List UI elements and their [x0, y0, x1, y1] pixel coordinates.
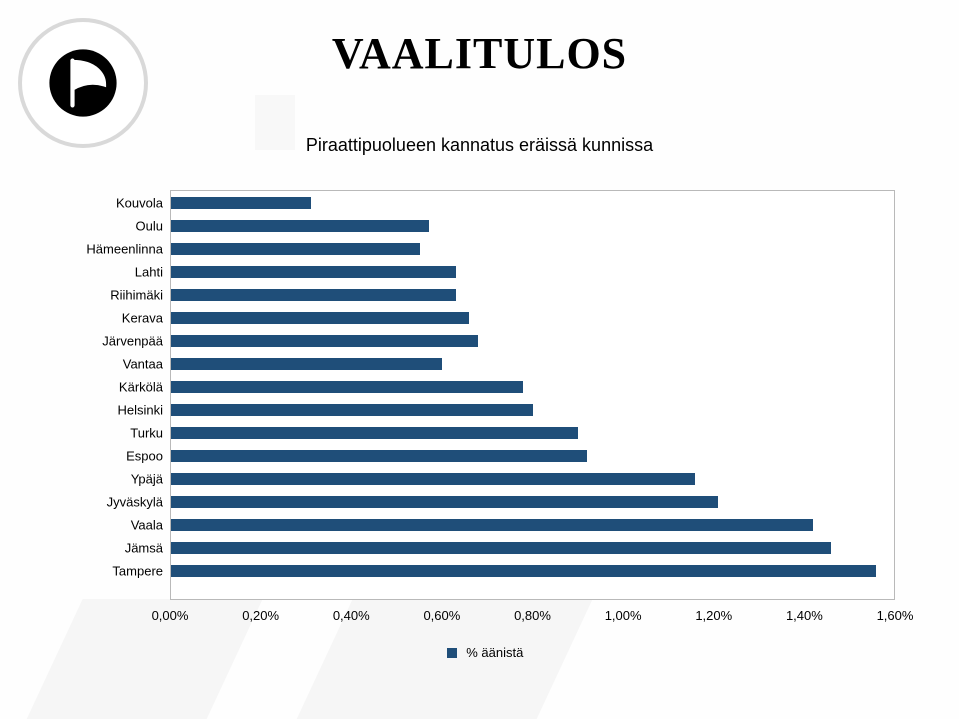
x-tick-label: 0,80%: [514, 608, 551, 623]
category-label: Ypäjä: [51, 472, 163, 487]
bar: [171, 565, 876, 577]
bar: [171, 542, 831, 554]
category-label: Vaala: [51, 518, 163, 533]
page-title: VAALITULOS: [0, 28, 959, 79]
bar: [171, 427, 578, 439]
bar-row: Ypäjä: [171, 473, 894, 485]
category-label: Oulu: [51, 219, 163, 234]
bar-row: Jämsä: [171, 542, 894, 554]
bar-row: Vaala: [171, 519, 894, 531]
category-label: Kärkölä: [51, 380, 163, 395]
bar-row: Jyväskylä: [171, 496, 894, 508]
bar-row: Järvenpää: [171, 335, 894, 347]
bar-row: Lahti: [171, 266, 894, 278]
bar: [171, 381, 523, 393]
x-tick-label: 1,00%: [605, 608, 642, 623]
category-label: Riihimäki: [51, 288, 163, 303]
category-label: Helsinki: [51, 403, 163, 418]
x-tick-label: 0,40%: [333, 608, 370, 623]
chart-legend: % äänistä: [60, 645, 910, 660]
bar-row: Kouvola: [171, 197, 894, 209]
category-label: Hämeenlinna: [51, 242, 163, 257]
bar: [171, 220, 429, 232]
category-label: Espoo: [51, 449, 163, 464]
chart-xaxis: 0,00%0,20%0,40%0,60%0,80%1,00%1,20%1,40%…: [170, 608, 895, 626]
x-tick-label: 1,20%: [695, 608, 732, 623]
category-label: Kerava: [51, 311, 163, 326]
bar-row: Kärkölä: [171, 381, 894, 393]
x-tick-label: 0,60%: [423, 608, 460, 623]
bar: [171, 450, 587, 462]
bar-row: Kerava: [171, 312, 894, 324]
bar-row: Vantaa: [171, 358, 894, 370]
category-label: Tampere: [51, 564, 163, 579]
bar: [171, 496, 718, 508]
x-tick-label: 1,60%: [877, 608, 914, 623]
bar-row: Helsinki: [171, 404, 894, 416]
x-tick-label: 1,40%: [786, 608, 823, 623]
bar-row: Espoo: [171, 450, 894, 462]
bar: [171, 266, 456, 278]
bar: [171, 197, 311, 209]
bar: [171, 289, 456, 301]
x-tick-label: 0,00%: [152, 608, 189, 623]
category-label: Jämsä: [51, 541, 163, 556]
bar: [171, 519, 813, 531]
chart-subtitle: Piraattipuolueen kannatus eräissä kunnis…: [0, 135, 959, 156]
category-label: Jyväskylä: [51, 495, 163, 510]
category-label: Turku: [51, 426, 163, 441]
chart-plot: Kouvola Oulu Hämeenlinna Lahti Riihimäki Kera…: [170, 190, 895, 600]
category-label: Lahti: [51, 265, 163, 280]
bar-row: Tampere: [171, 565, 894, 577]
legend-swatch: [447, 648, 457, 658]
category-label: Kouvola: [51, 196, 163, 211]
bar-row: Turku: [171, 427, 894, 439]
bar: [171, 335, 478, 347]
legend-label: % äänistä: [466, 645, 523, 660]
category-label: Vantaa: [51, 357, 163, 372]
bar: [171, 473, 695, 485]
category-label: Järvenpää: [51, 334, 163, 349]
x-tick-label: 0,20%: [242, 608, 279, 623]
bar: [171, 404, 533, 416]
bar-row: Riihimäki: [171, 289, 894, 301]
bar: [171, 243, 420, 255]
bar: [171, 358, 442, 370]
bar-row: Hämeenlinna: [171, 243, 894, 255]
chart-area: Kouvola Oulu Hämeenlinna Lahti Riihimäki Kera…: [60, 190, 910, 660]
bar-row: Oulu: [171, 220, 894, 232]
bar: [171, 312, 469, 324]
